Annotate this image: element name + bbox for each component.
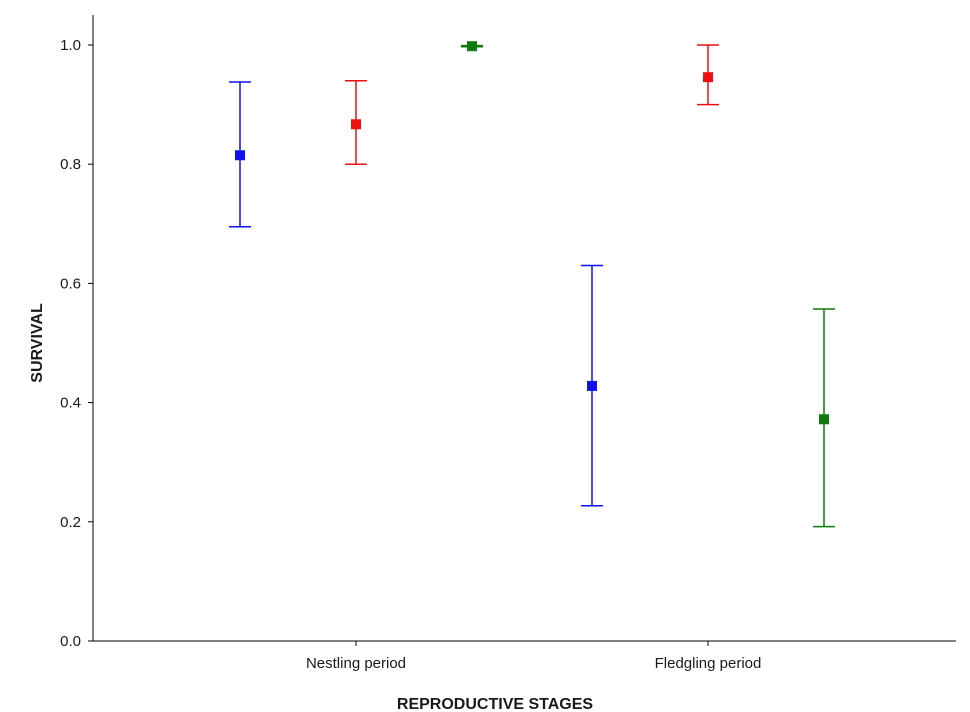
x-tick-label: Nestling period — [306, 655, 406, 672]
y-tick-label: 0.8 — [60, 156, 81, 173]
x-ticks: Nestling period Fledgling period — [306, 641, 761, 672]
data-point-marker — [351, 119, 361, 130]
data-point-marker — [819, 414, 829, 425]
y-tick-label: 0.0 — [60, 633, 81, 650]
series-1 — [229, 81, 603, 507]
data-point-marker — [587, 380, 597, 391]
y-tick-label: 0.4 — [60, 395, 81, 412]
y-axis-title: SURVIVAL — [29, 303, 46, 383]
data-point-marker — [235, 150, 245, 161]
data-point-marker — [703, 72, 713, 83]
series-3 — [461, 41, 835, 528]
series-layer — [229, 41, 835, 528]
y-tick-label: 0.6 — [60, 275, 81, 292]
data-point-marker — [467, 41, 477, 52]
y-tick-label: 1.0 — [60, 37, 81, 54]
y-tick-label: 0.2 — [60, 514, 81, 531]
x-axis-title: REPRODUCTIVE STAGES — [397, 696, 594, 712]
x-tick-label: Fledgling period — [655, 655, 762, 672]
series-2 — [345, 44, 719, 165]
axes — [92, 15, 956, 642]
y-ticks: 0.0 0.2 0.4 0.6 0.8 1.0 — [60, 37, 93, 650]
